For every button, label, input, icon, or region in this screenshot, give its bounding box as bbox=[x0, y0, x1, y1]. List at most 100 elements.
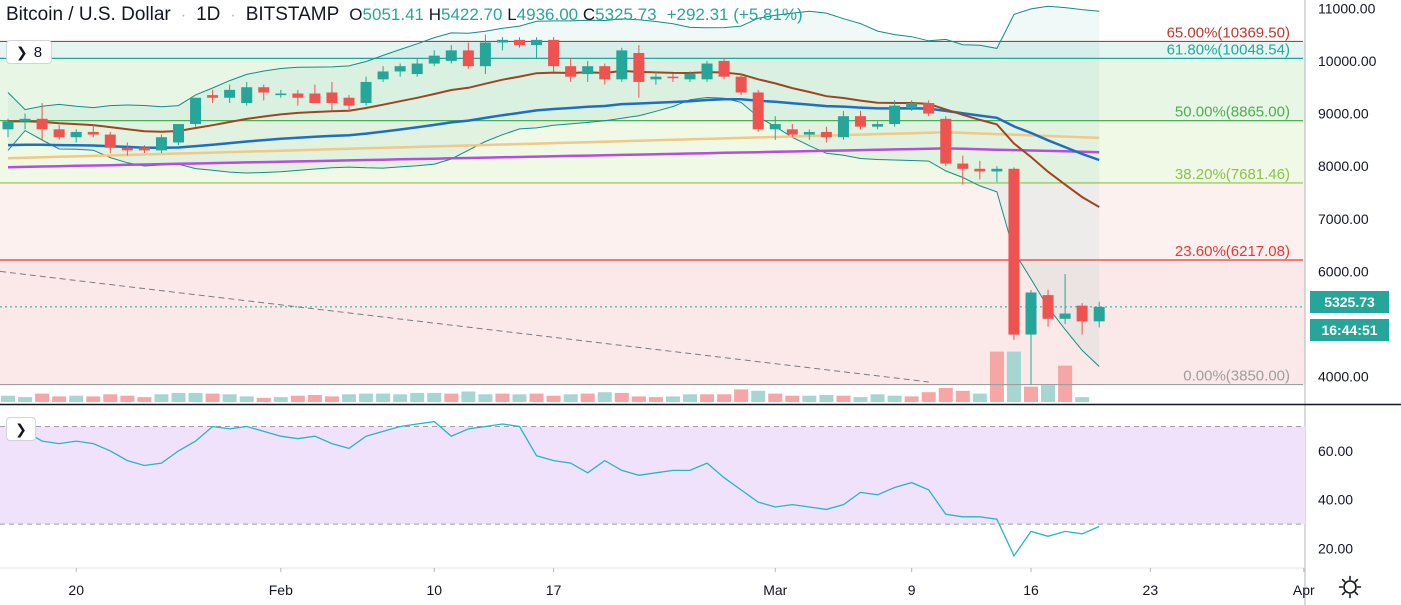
symbol-name[interactable]: Bitcoin / U.S. Dollar bbox=[6, 4, 171, 25]
candle-body bbox=[377, 71, 389, 80]
fib-zone bbox=[0, 182, 1305, 261]
price-axis-tick: 4000.00 bbox=[1318, 369, 1369, 385]
volume-bar bbox=[290, 395, 305, 402]
candle-body bbox=[752, 92, 764, 130]
candle-body bbox=[957, 163, 969, 169]
time-axis-label: 10 bbox=[426, 582, 442, 598]
volume-bar bbox=[717, 394, 732, 402]
volume-bar bbox=[461, 391, 476, 402]
price-axis-tick: 7000.00 bbox=[1318, 211, 1369, 227]
candle-body bbox=[224, 89, 236, 98]
volume-bar bbox=[154, 394, 169, 402]
candle-body bbox=[923, 103, 935, 114]
volume-bar bbox=[597, 392, 612, 402]
volume-bar bbox=[222, 394, 237, 402]
candle-body bbox=[104, 134, 116, 148]
open-label: O bbox=[349, 5, 363, 24]
candle-body bbox=[548, 39, 560, 67]
time-axis-label: 16 bbox=[1023, 582, 1039, 598]
volume-bar bbox=[444, 393, 459, 402]
candle-body bbox=[872, 124, 884, 127]
candle-body bbox=[1025, 292, 1037, 335]
candle-body bbox=[19, 118, 31, 122]
rsi-toggle-button[interactable]: ❯ bbox=[6, 417, 36, 441]
candle-body bbox=[582, 66, 594, 75]
candle-body bbox=[616, 50, 628, 80]
candle-body bbox=[531, 39, 543, 46]
candle-body bbox=[190, 97, 202, 125]
volume-bar bbox=[972, 393, 987, 402]
candle-body bbox=[889, 105, 901, 125]
volume-bar bbox=[734, 389, 749, 402]
volume-bar bbox=[529, 393, 544, 402]
volume-bar bbox=[103, 394, 118, 402]
candle-body bbox=[786, 129, 798, 135]
volume-bar bbox=[120, 395, 135, 402]
candle-body bbox=[394, 66, 406, 72]
price-axis-tick: 8000.00 bbox=[1318, 158, 1369, 174]
last-price-badge: 5325.73 bbox=[1310, 291, 1389, 313]
volume-bar bbox=[683, 394, 697, 402]
fib-zone bbox=[0, 260, 1305, 385]
volume-bar bbox=[1058, 365, 1073, 402]
candle-body bbox=[462, 50, 474, 67]
volume-bar bbox=[938, 388, 953, 402]
volume-bar bbox=[904, 396, 919, 402]
candle-body bbox=[837, 116, 849, 138]
volume-bar bbox=[410, 392, 425, 402]
candle-body bbox=[411, 63, 423, 75]
volume-bar bbox=[307, 395, 322, 402]
candle-body bbox=[940, 118, 952, 164]
price-axis-tick: 10000.00 bbox=[1318, 53, 1377, 69]
rsi-axis-tick: 20.00 bbox=[1318, 540, 1353, 556]
candle-body bbox=[991, 168, 1003, 172]
candle-body bbox=[1076, 305, 1088, 322]
candle-body bbox=[121, 147, 133, 151]
exchange-label: BITSTAMP bbox=[245, 4, 340, 25]
indicator-toggle-button[interactable]: ❯ 8 bbox=[6, 40, 52, 64]
candle-body bbox=[514, 39, 525, 46]
time-axis-label: 23 bbox=[1143, 582, 1159, 598]
volume-bar bbox=[614, 392, 629, 402]
volume-bar bbox=[580, 393, 595, 402]
candle-body bbox=[599, 66, 611, 80]
gear-icon[interactable] bbox=[1338, 575, 1362, 599]
volume-bar bbox=[427, 392, 442, 402]
close-label: C bbox=[582, 5, 596, 24]
volume-bar bbox=[495, 393, 510, 402]
volume-bar bbox=[563, 394, 578, 402]
countdown-badge: 16:44:51 bbox=[1310, 319, 1389, 341]
volume-bar bbox=[205, 393, 220, 402]
volume-bar bbox=[819, 395, 834, 402]
volume-bar bbox=[1024, 386, 1038, 402]
high-label: H bbox=[428, 5, 441, 24]
volume-bar bbox=[1075, 397, 1090, 402]
volume-bar bbox=[86, 396, 101, 402]
interval-label[interactable]: 1D bbox=[196, 4, 221, 25]
rsi-axis-tick: 40.00 bbox=[1318, 492, 1353, 508]
candle-body bbox=[479, 42, 491, 67]
bollinger-upper-line bbox=[7, 5, 1100, 111]
candle-body bbox=[820, 131, 832, 138]
candle-body bbox=[2, 121, 14, 130]
separator-dot: · bbox=[230, 7, 236, 24]
candle-body bbox=[496, 39, 508, 43]
symbol-header: Bitcoin / U.S. Dollar · 1D · BITSTAMP O 5… bbox=[6, 4, 803, 30]
volume-bar bbox=[887, 395, 902, 402]
ema-blue-line bbox=[7, 98, 1100, 162]
candle-body bbox=[650, 76, 662, 80]
volume-bar bbox=[35, 393, 50, 402]
high-value: 5422.70 bbox=[441, 5, 503, 24]
separator-dot: · bbox=[180, 7, 187, 24]
candle-body bbox=[241, 87, 253, 104]
fib-zone bbox=[0, 41, 1305, 59]
fib-level-label: 65.00%(10369.50) bbox=[1167, 24, 1290, 41]
bollinger-lower-line bbox=[7, 96, 1100, 367]
volume-bar bbox=[478, 394, 493, 402]
candle-body bbox=[207, 95, 219, 98]
volume-bar bbox=[239, 396, 254, 402]
candle-body bbox=[974, 168, 986, 172]
low-label: L bbox=[507, 5, 517, 24]
volume-bar bbox=[955, 390, 970, 402]
